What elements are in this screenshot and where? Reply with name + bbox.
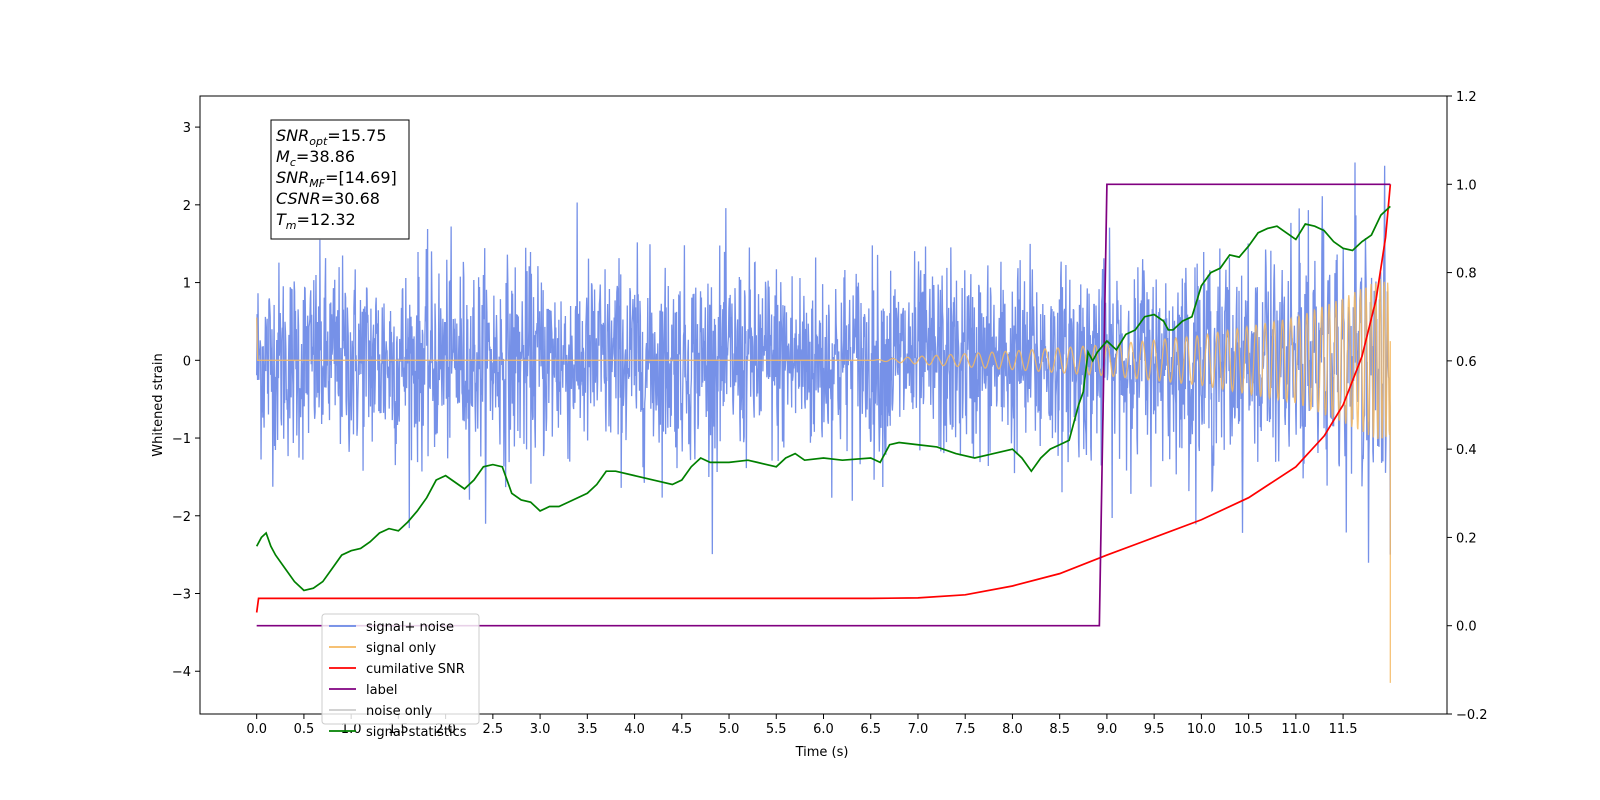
legend-label-signal-noise: signal+ noise — [366, 620, 454, 635]
y-right-tick-label: −0.2 — [1456, 708, 1488, 723]
x-tick-label: 1.5 — [388, 722, 409, 737]
info-box-line: CSNR=30.68 — [276, 189, 380, 208]
y-right-tick-label: 1.0 — [1456, 178, 1477, 193]
x-tick-label: 8.5 — [1049, 722, 1070, 737]
series-signal-noise — [256, 162, 1391, 563]
info-box-line: Mc=38.86 — [276, 147, 355, 169]
y-right-tick-label: 0.6 — [1456, 355, 1477, 370]
y-left-tick-label: −3 — [172, 588, 191, 603]
info-box-line: SNRopt=15.75 — [276, 126, 387, 148]
y-right-tick-label: 1.2 — [1456, 90, 1477, 105]
legend-label-cumilative-snr: cumilative SNR — [366, 662, 465, 677]
series-label — [256, 183, 1391, 627]
x-tick-label: 9.5 — [1144, 722, 1165, 737]
x-tick-label: 9.0 — [1097, 722, 1118, 737]
x-tick-label: 0.0 — [246, 722, 267, 737]
x-tick-label: 4.0 — [624, 722, 645, 737]
y-axis-left: −4 −3 −2 −1 0 1 2 3 — [172, 121, 200, 680]
x-tick-label: 0.5 — [294, 722, 315, 737]
x-tick-label: 2.5 — [483, 722, 504, 737]
y-axis-label: Whitened strain — [151, 353, 166, 456]
legend-label-label: label — [366, 683, 397, 698]
x-tick-label: 11.5 — [1329, 722, 1358, 737]
y-left-tick-label: −2 — [172, 510, 191, 525]
y-left-tick-label: 3 — [183, 121, 191, 136]
y-left-tick-label: 0 — [183, 354, 191, 369]
x-tick-label: 5.0 — [719, 722, 740, 737]
x-tick-label: 5.5 — [766, 722, 787, 737]
series-cumilative-snr — [255, 184, 1392, 613]
x-tick-label: 4.5 — [671, 722, 692, 737]
y-right-tick-label: 0.2 — [1456, 531, 1477, 546]
y-axis-right: −0.2 0.0 0.2 0.4 0.6 0.8 1.0 1.2 — [1447, 90, 1488, 723]
x-axis-label: Time (s) — [795, 745, 849, 760]
x-tick-label: 10.5 — [1234, 722, 1263, 737]
x-tick-label: 6.0 — [813, 722, 834, 737]
y-left-tick-label: −1 — [172, 432, 191, 447]
x-tick-label: 11.0 — [1281, 722, 1310, 737]
legend: signal+ noise signal only cumilative SNR la… — [321, 613, 480, 740]
x-tick-label: 2.0 — [435, 722, 456, 737]
legend-frame — [321, 613, 480, 725]
y-left-tick-label: 2 — [183, 199, 191, 214]
x-tick-label: 7.0 — [908, 722, 929, 737]
legend-label-noise-only: noise only — [366, 704, 433, 719]
y-right-tick-label: 0.0 — [1456, 620, 1477, 635]
info-box: SNRopt=15.75Mc=38.86SNRMF=[14.69]CSNR=30… — [270, 119, 410, 240]
y-left-tick-label: −4 — [172, 665, 191, 680]
legend-label-signal-only: signal only — [366, 641, 436, 656]
x-tick-label: 8.0 — [1002, 722, 1023, 737]
plot-area — [255, 162, 1392, 683]
x-tick-label: 6.5 — [860, 722, 881, 737]
series-signal-statistics — [255, 205, 1391, 592]
y-left-tick-label: 1 — [183, 277, 191, 292]
y-right-tick-label: 0.8 — [1456, 267, 1477, 282]
x-tick-label: 7.5 — [955, 722, 976, 737]
info-box-line: SNRMF=[14.69] — [276, 168, 397, 190]
info-box-line: Tm=12.32 — [276, 210, 356, 232]
info-box-frame — [270, 119, 410, 240]
x-tick-label: 3.5 — [577, 722, 598, 737]
legend-label-signal-statistics: signal statistics — [366, 725, 467, 740]
x-tick-label: 3.0 — [530, 722, 551, 737]
x-tick-label: 10.0 — [1187, 722, 1216, 737]
x-axis: 0.0 0.5 1.0 1.5 2.0 2.5 3.0 3.5 4.0 4.5 5.0 5.5 6.0 6… — [246, 714, 1358, 737]
x-tick-label: 1.0 — [341, 722, 362, 737]
y-right-tick-label: 0.4 — [1456, 443, 1477, 458]
series-signal-only — [256, 279, 1391, 683]
